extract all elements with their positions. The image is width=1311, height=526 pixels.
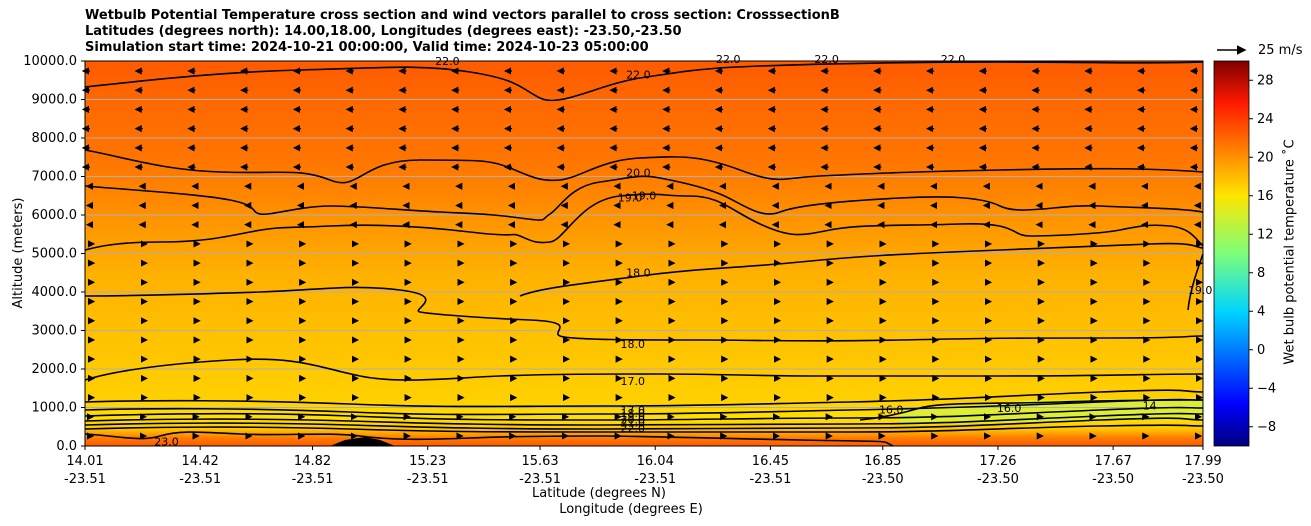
x-axis-label-latitude: Latitude (degrees N) [532,486,666,501]
x-tick-label-latitude: 14.01 [66,454,103,469]
contour-label: 17.0 [621,375,646,388]
x-axis: 14.01 -23.51 14.42 -23.51 14.82 -23.51 15.23 -2… [64,446,1224,487]
contour-21-low [84,417,1204,430]
x-tick-label-latitude: 14.82 [294,454,331,469]
y-tick-label: 0.0 [56,439,77,454]
contour-label: 20.0 [626,167,651,180]
y-tick-label: 9000.0 [32,93,78,108]
contour-label: 20.0 [621,413,646,426]
y-tick-label: 6000.0 [32,208,78,223]
x-tick-label-latitude: 15.23 [409,454,446,469]
contour-label-layer: 23.022.022.022.0 22.0 22.020.019.019.018.0… [154,53,1213,449]
contour-17 [84,358,1204,381]
contour-19-upper [84,193,1204,251]
contour-label: 19.0 [621,410,646,423]
colorbar-tick-label: 8 [1257,266,1265,281]
contour-label: 18.0 [621,407,646,420]
x-tick-label-longitude: -23.51 [634,472,676,487]
contour-label: 22.0 [941,53,966,66]
y-tick-label: 2000.0 [32,362,78,377]
x-tick-label-latitude: 17.99 [1184,454,1221,469]
x-tick-label-longitude: -23.50 [1092,472,1134,487]
contour-19-right [1187,253,1204,311]
contour-label: 22.0 [626,68,651,81]
x-tick-label-latitude: 15.63 [521,454,558,469]
y-tick-label: 7000.0 [32,170,78,185]
contour-label: 16.0 [879,403,904,416]
contour-18-upper [84,286,1204,342]
x-tick-label-longitude: -23.50 [1182,472,1224,487]
colorbar-tick-label: 28 [1257,73,1274,88]
contour-label: 18.0 [621,338,646,351]
contour-label: 19.0 [1188,284,1213,297]
contour-label: 18.0 [626,267,651,280]
colorbar-tick-label: 24 [1257,112,1274,127]
x-axis-label-longitude: Longitude (degrees E) [559,502,703,517]
y-axis: 0.0 1000.0 2000.0 3000.0 4000.0 5000.0 6000.0 7… [23,54,85,454]
contour-label: 19.0 [632,190,657,203]
colorbar-label: Wet bulb potential temperature ˚C [1282,139,1298,365]
y-tick-label: 5000.0 [32,247,78,262]
terrain-bump [330,437,395,446]
chart-title-line-2: Latitudes (degrees north): 14.00,18.00, … [85,24,682,39]
x-tick-label-longitude: -23.51 [179,472,221,487]
x-tick-label-longitude: -23.50 [977,472,1019,487]
contour-22-top [84,61,1204,102]
x-tick-label-latitude: 16.04 [637,454,674,469]
colorbar-axis: −8 −4 0 4 8 12 16 20 24 28 [1249,73,1276,435]
x-tick-label-longitude: -23.51 [519,472,561,487]
y-tick-label: 4000.0 [32,285,78,300]
contour-label: 16.0 [997,402,1022,415]
contour-label: 22.0 [716,53,741,66]
contour-label: 19.0 [618,192,643,205]
colorbar [1213,60,1250,447]
colorbar-tick-label: −4 [1257,381,1276,396]
colorbar-tick-label: 12 [1257,227,1274,242]
contour-label: 17.0 [621,404,646,417]
y-tick-label: 3000.0 [32,324,78,339]
contour-22-low [84,424,1204,433]
contour-19-low [84,406,1204,421]
colorbar-tick-label: 16 [1257,189,1274,204]
contour-label: 22.0 [814,53,839,66]
contour-label: 22.0 [621,422,646,435]
x-tick-label-longitude: -23.51 [749,472,791,487]
contour-18-low [84,398,1204,416]
contour-20-low [84,412,1204,426]
chart-title-line-1: Wetbulb Potential Temperature cross sect… [85,8,840,23]
wind-vector-field [81,67,1204,440]
colorbar-tick-label: −8 [1257,420,1276,435]
chart-title-line-3: Simulation start time: 2024-10-21 00:00:… [85,40,649,55]
reference-vector-label: 25 m/s [1258,43,1303,58]
x-tick-label-latitude: 16.85 [864,454,901,469]
contour-label: 21.0 [621,416,646,429]
y-tick-label: 8000.0 [32,131,78,146]
x-tick-label-latitude: 17.26 [979,454,1016,469]
colorbar-tick-label: 4 [1257,304,1265,319]
contour-lines [84,61,1204,447]
y-tick-label: 10000.0 [23,54,77,69]
y-axis-label: Altitude (meters) [11,198,26,309]
x-tick-label-latitude: 14.42 [182,454,219,469]
x-tick-label-longitude: -23.51 [292,472,334,487]
x-tick-label-longitude: -23.50 [862,472,904,487]
x-tick-label-longitude: -23.51 [64,472,106,487]
x-tick-label-longitude: -23.51 [407,472,449,487]
x-tick-label-latitude: 17.67 [1095,454,1132,469]
contour-17-low [84,389,1204,408]
y-tick-label: 1000.0 [32,401,78,416]
contour-20-upper [84,149,1204,184]
x-tick-label-latitude: 16.45 [752,454,789,469]
contour-label: 14 [1143,400,1157,413]
colorbar-tick-label: 20 [1257,150,1274,165]
contour-20-lower [84,175,1204,221]
colorbar-tick-label: 0 [1257,343,1265,358]
contour-label: 23.0 [154,436,179,449]
